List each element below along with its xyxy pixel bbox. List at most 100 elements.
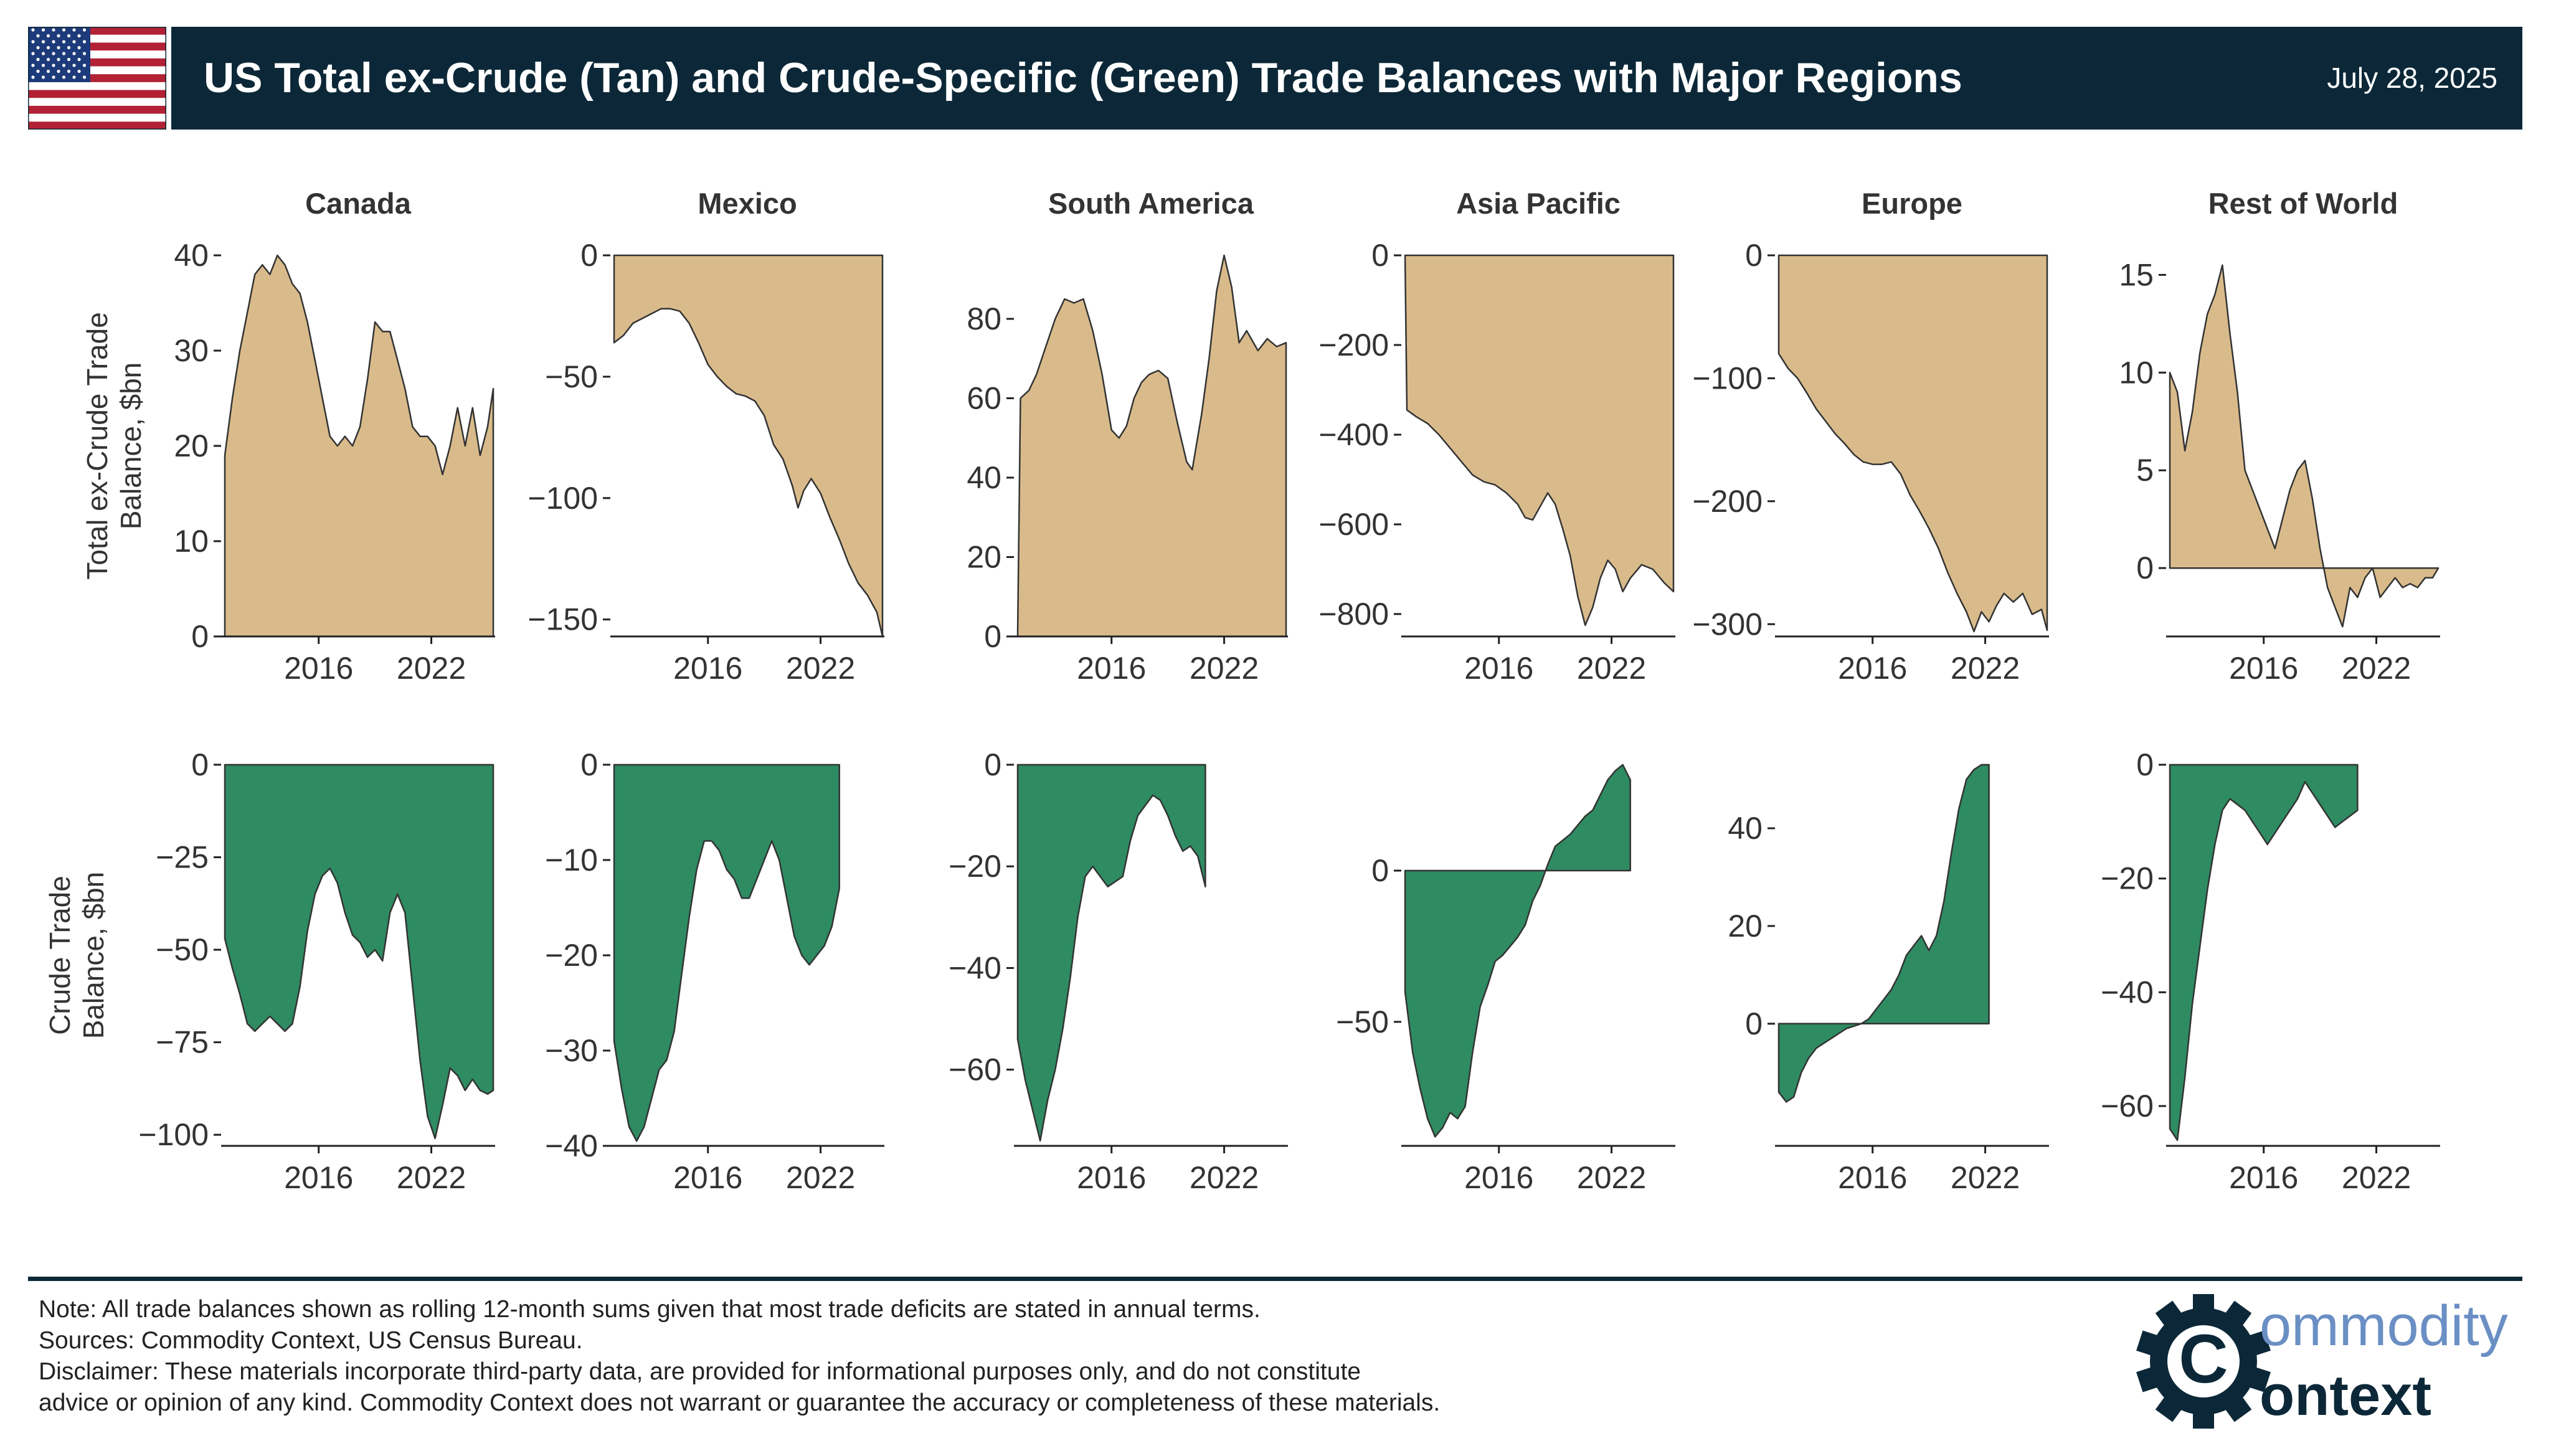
y-tick-label: 20 [967,540,1001,575]
y-tick-label: −20 [949,849,1001,884]
y-tick-label: −60 [2101,1089,2154,1123]
x-tick-label: 2016 [1838,651,1907,686]
y-tick-label: −10 [545,843,598,877]
y-tick-label: 20 [1728,909,1763,943]
x-tick-label: 2016 [1077,651,1146,686]
x-tick-label: 2016 [2229,651,2298,686]
area-rest-of-world-crude [2169,763,2359,1142]
x-tick-label: 2016 [2229,1160,2298,1195]
logo-letter: C [2179,1321,2228,1397]
us-flag-icon [28,27,166,130]
report-date: July 28, 2025 [2327,62,2497,94]
row-ylabel-line2: Balance, $bn [115,362,147,530]
area-south-america-ex-crude [1016,254,1287,638]
panel-title-south-america-ex-crude: South America [1048,187,1254,220]
y-tick-label: 0 [1745,238,1763,273]
y-tick-label: −40 [949,950,1001,985]
y-tick-label: 30 [174,333,209,368]
panel-rest-of-world-ex-crude: 0 5 10 15 2016 2022 Rest of World [2119,187,2440,686]
area-europe-crude [1777,763,1990,1103]
x-tick-label: 2022 [786,651,855,686]
y-tick-label: −200 [1318,328,1389,362]
y-tick-label: 0 [1745,1006,1763,1041]
x-tick-label: 2022 [1190,1160,1259,1195]
y-tick-label: −40 [2101,975,2154,1009]
y-tick-label: 40 [1728,811,1763,846]
y-tick-label: 0 [580,747,598,782]
y-tick-label: 60 [967,381,1001,416]
panel-title-europe-ex-crude: Europe [1862,187,1962,220]
panel-title-canada-ex-crude: Canada [305,187,412,220]
y-tick-label: 40 [174,238,209,273]
panel-south-america-crude: 0 −20 −40 −60 2016 2022 [949,747,1288,1195]
area-mexico-ex-crude [613,254,884,638]
y-tick-label: 0 [984,747,1001,782]
y-tick-label: 10 [2119,355,2154,390]
note-text: Note: All trade balances shown as rollin… [39,1296,1261,1323]
y-tick-label: −20 [545,938,598,973]
x-tick-label: 2022 [786,1160,855,1195]
y-tick-label: −40 [545,1128,598,1163]
y-tick-label: 0 [1371,853,1389,888]
panel-canada-crude: 0 −25 −50 −75 −100 2016 2022 [138,747,495,1195]
panel-south-america-ex-crude: 0 20 40 60 80 2016 2022 South America [967,187,1288,686]
commodity-context-logo: C ommodity ontext [2136,1294,2508,1429]
area-asia-pacific-crude [1404,763,1631,1138]
row-ylabel-line1: Total ex-Crude Trade [81,312,113,580]
y-tick-label: −50 [545,359,598,394]
y-tick-label: 0 [984,619,1001,654]
panel-mexico-ex-crude: 0 −50 −100 −150 2016 2022 Mexico [528,187,884,686]
area-canada-ex-crude [224,254,495,638]
panel-canada-ex-crude: 0 10 20 30 40 2016 2022 Canada [174,187,495,686]
y-tick-label: −25 [156,840,209,875]
y-tick-label: 20 [174,428,209,463]
panel-title-asia-pacific-ex-crude: Asia Pacific [1456,187,1621,220]
area-south-america-crude [1016,763,1206,1142]
x-tick-label: 2016 [284,1160,353,1195]
y-tick-label: 10 [174,524,209,559]
x-tick-label: 2022 [2342,651,2411,686]
x-tick-label: 2016 [1464,651,1533,686]
panel-europe-ex-crude: 0 −100 −200 −300 2016 2022 Europe [1692,187,2049,686]
row-ylabel-line1: Crude Trade [44,876,76,1035]
x-tick-label: 2016 [673,1160,742,1195]
x-tick-label: 2016 [1077,1160,1146,1195]
area-rest-of-world-ex-crude [2169,264,2440,628]
y-tick-label: −100 [138,1117,209,1152]
y-tick-label: 0 [2136,747,2154,782]
y-tick-label: −200 [1692,484,1763,519]
y-tick-label: −600 [1318,507,1389,542]
y-tick-label: −60 [949,1052,1001,1087]
x-tick-label: 2022 [1577,1160,1646,1195]
panel-title-rest-of-world-ex-crude: Rest of World [2208,187,2398,220]
y-tick-label: −75 [156,1025,209,1060]
x-tick-label: 2022 [1951,1160,2020,1195]
y-tick-label: 0 [191,619,209,654]
x-tick-label: 2016 [284,651,353,686]
x-tick-label: 2022 [1190,651,1259,686]
panel-asia-pacific-crude: 0 −50 2016 2022 [1336,763,1675,1195]
y-tick-label: −100 [528,481,598,516]
y-tick-label: −100 [1692,361,1763,395]
disclaimer-line-2: advice or opinion of any kind. Commodity… [39,1389,1441,1416]
area-asia-pacific-ex-crude [1404,254,1675,626]
y-tick-label: −50 [1336,1005,1389,1039]
area-europe-ex-crude [1777,254,2048,633]
logo-word-commodity: ommodity [2260,1294,2508,1358]
y-tick-label: −400 [1318,417,1389,452]
y-tick-label: 80 [967,301,1001,336]
x-tick-label: 2016 [1464,1160,1533,1195]
y-tick-label: 40 [967,460,1001,495]
chart-title: US Total ex-Crude (Tan) and Crude-Specif… [204,54,1962,102]
x-tick-label: 2022 [1951,651,2020,686]
x-tick-label: 2016 [1838,1160,1907,1195]
y-tick-label: 0 [580,238,598,273]
panel-europe-crude: 0 20 40 2016 2022 [1728,763,2049,1195]
y-tick-label: 0 [191,747,209,782]
x-tick-label: 2022 [1577,651,1646,686]
y-tick-label: 5 [2136,453,2154,488]
title-bar: US Total ex-Crude (Tan) and Crude-Specif… [171,27,2522,130]
y-tick-label: −50 [156,932,209,967]
sources-text: Sources: Commodity Context, US Census Bu… [39,1327,583,1354]
